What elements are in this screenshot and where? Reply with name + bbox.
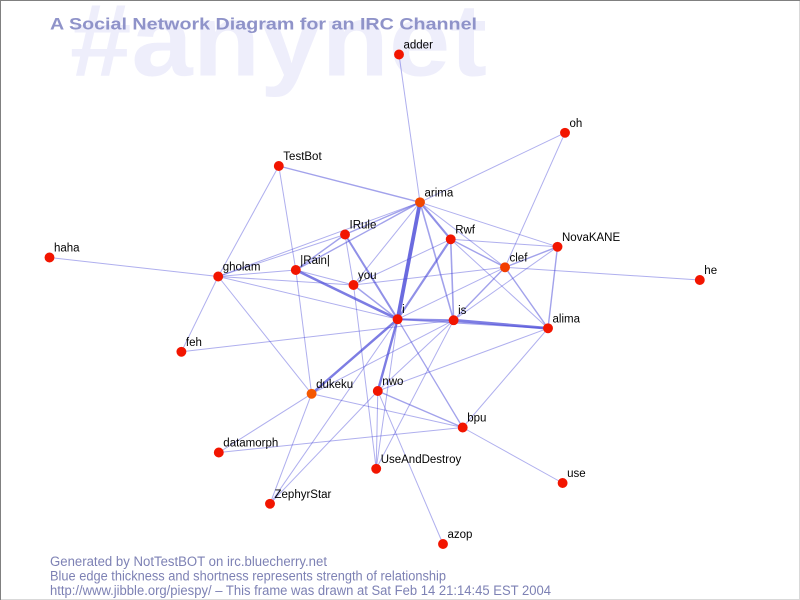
svg-text:TestBot: TestBot bbox=[283, 151, 322, 163]
svg-text:gholam: gholam bbox=[223, 262, 261, 274]
svg-text:adder: adder bbox=[404, 40, 434, 52]
svg-text:bpu: bpu bbox=[467, 413, 486, 425]
svg-text:he: he bbox=[704, 265, 717, 277]
svg-text:#anynet: #anynet bbox=[70, 0, 487, 98]
svg-text:ZephyrStar: ZephyrStar bbox=[275, 489, 332, 501]
svg-text:arima: arima bbox=[425, 187, 454, 199]
svg-text:oh: oh bbox=[570, 118, 583, 130]
svg-text:feh: feh bbox=[186, 337, 202, 349]
svg-text:Blue edge thickness and shortn: Blue edge thickness and shortness repres… bbox=[50, 569, 446, 584]
svg-text:clef: clef bbox=[510, 252, 529, 264]
svg-text:NovaKANE: NovaKANE bbox=[562, 232, 620, 244]
svg-text:use: use bbox=[567, 468, 586, 480]
svg-text:haha: haha bbox=[54, 243, 80, 255]
svg-text:dukeku: dukeku bbox=[316, 379, 353, 391]
svg-text:i: i bbox=[402, 304, 405, 316]
svg-text:A Social Network Diagram for a: A Social Network Diagram for an IRC Chan… bbox=[50, 15, 477, 34]
svg-text:azop: azop bbox=[448, 529, 473, 541]
svg-text:you: you bbox=[358, 270, 377, 282]
svg-text:|Rain|: |Rain| bbox=[300, 255, 330, 267]
svg-text:http://www.jibble.org/piespy/: http://www.jibble.org/piespy/ – This fra… bbox=[50, 583, 551, 598]
svg-text:is: is bbox=[458, 305, 467, 317]
svg-text:Generated by NotTestBOT on irc: Generated by NotTestBOT on irc.bluecherr… bbox=[50, 554, 327, 569]
svg-text:IRule: IRule bbox=[350, 220, 377, 232]
svg-text:Rwf: Rwf bbox=[455, 224, 476, 236]
svg-text:alima: alima bbox=[553, 313, 581, 325]
svg-text:datamorph: datamorph bbox=[223, 438, 278, 450]
svg-text:UseAndDestroy: UseAndDestroy bbox=[381, 454, 462, 466]
svg-text:nwo: nwo bbox=[382, 376, 403, 388]
